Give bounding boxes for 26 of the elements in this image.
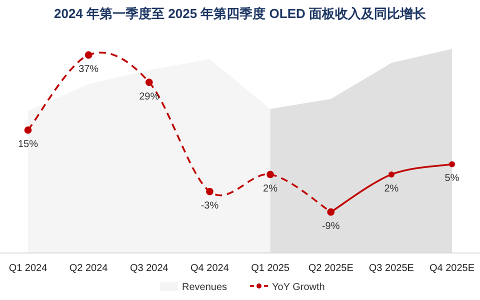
x-tick-label: Q1 2024 (8, 263, 48, 274)
x-tick-label: Q4 2025E (429, 263, 475, 274)
data-label: 15% (18, 139, 38, 150)
point (84, 51, 92, 59)
data-label: 37% (78, 64, 99, 75)
point (24, 126, 32, 134)
data-label: 2% (384, 183, 399, 194)
data-label: 5% (444, 173, 460, 184)
x-tick-label: Q3 2025E (368, 263, 414, 274)
point (206, 188, 214, 196)
data-label: 2% (263, 183, 278, 194)
chart-title: 2024 年第一季度至 2025 年第四季度 OLED 面板收入及同比增长 (54, 6, 428, 21)
point (388, 171, 394, 178)
point (449, 161, 455, 168)
legend-label: Revenues (182, 282, 228, 293)
point (266, 170, 274, 178)
x-tick-label: Q3 2024 (130, 263, 169, 274)
x-tick-label: Q2 2024 (69, 263, 108, 274)
data-label: 29% (139, 91, 160, 102)
legend-label: YoY Growth (272, 282, 325, 293)
x-tick-label: Q2 2025E (308, 263, 354, 274)
data-label: -3% (200, 200, 219, 212)
x-tick-label: Q4 2024 (190, 263, 230, 274)
x-tick-label: Q1 2025 (251, 263, 290, 274)
data-label: -9% (322, 221, 340, 232)
point (145, 78, 153, 86)
